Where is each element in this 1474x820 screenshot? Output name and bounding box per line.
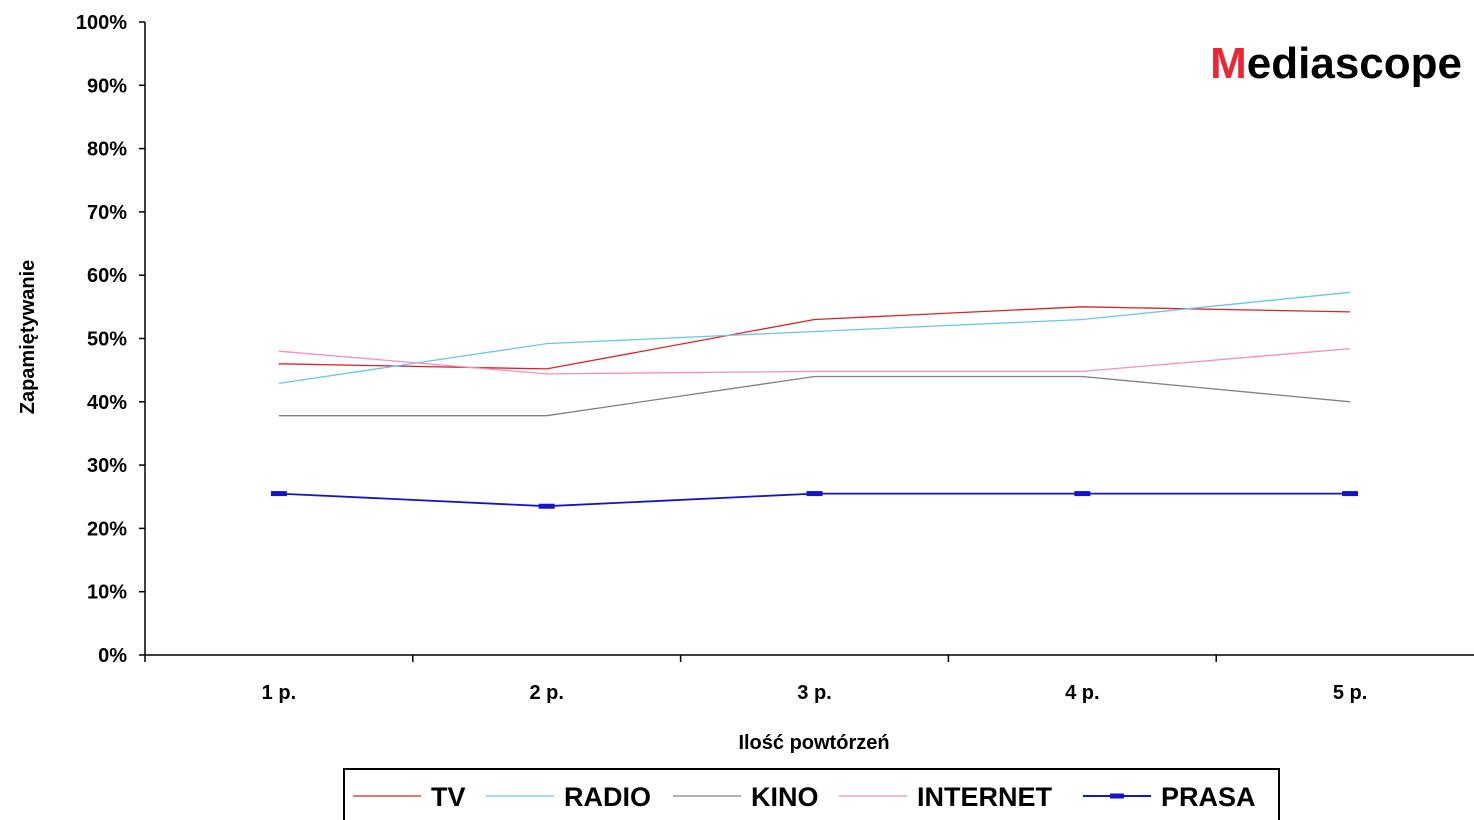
legend-label: KINO bbox=[751, 782, 819, 812]
x-tick-label: 5 p. bbox=[1333, 682, 1367, 704]
x-tick-label: 3 p. bbox=[797, 682, 831, 704]
legend-item-tv: TV bbox=[353, 782, 466, 812]
series-line-radio bbox=[278, 291, 1351, 385]
y-tick-label: 50% bbox=[87, 329, 127, 351]
x-tick-label: 1 p. bbox=[262, 682, 296, 704]
y-tick-label: 0% bbox=[98, 645, 127, 667]
data-point-prasa bbox=[1074, 491, 1091, 497]
brand-logo: Mediascope bbox=[1210, 39, 1462, 88]
y-tick-labels: 0% 10% 20% 30% 40% 50% 60% 70% 80% 90% 100% bbox=[76, 12, 127, 667]
series-line-tv bbox=[278, 306, 1351, 370]
data-point-prasa bbox=[806, 491, 823, 497]
brand-initial: M bbox=[1210, 39, 1247, 88]
y-tick-label: 40% bbox=[87, 392, 127, 414]
series-line-kino bbox=[278, 375, 1351, 417]
y-tick-label: 70% bbox=[87, 202, 127, 224]
legend-label: RADIO bbox=[564, 782, 651, 812]
series-kino bbox=[278, 375, 1351, 417]
y-axis-title: Zapamiętywanie bbox=[17, 260, 39, 415]
x-tick-label: 2 p. bbox=[529, 682, 563, 704]
axes bbox=[139, 21, 1474, 662]
legend-item-kino: KINO bbox=[673, 782, 819, 812]
series-layer bbox=[270, 291, 1359, 509]
series-tv bbox=[278, 306, 1351, 370]
legend-item-internet: INTERNET bbox=[839, 782, 1053, 812]
series-line-internet bbox=[278, 347, 1351, 375]
x-tick-labels: 1 p. 2 p. 3 p. 4 p. 5 p. bbox=[262, 682, 1368, 704]
series-internet bbox=[278, 347, 1351, 375]
series-radio bbox=[278, 291, 1351, 385]
y-tick-label: 90% bbox=[87, 75, 127, 97]
legend: TV RADIO KINO INTERNET PRASA bbox=[343, 768, 1280, 820]
y-tick-label: 100% bbox=[76, 12, 127, 34]
y-tick-label: 60% bbox=[87, 265, 127, 287]
x-axis-title: Ilość powtórzeń bbox=[738, 732, 889, 754]
data-point-prasa bbox=[538, 503, 555, 509]
legend-label: TV bbox=[431, 782, 466, 812]
legend-label: INTERNET bbox=[917, 782, 1053, 812]
series-prasa bbox=[270, 491, 1359, 509]
legend-item-prasa: PRASA bbox=[1083, 782, 1256, 812]
legend-item-radio: RADIO bbox=[486, 782, 651, 812]
brand-rest: ediascope bbox=[1247, 39, 1462, 88]
y-tick-label: 10% bbox=[87, 582, 127, 604]
x-tick-label: 4 p. bbox=[1065, 682, 1099, 704]
y-tick-label: 30% bbox=[87, 455, 127, 477]
legend-marker bbox=[1110, 793, 1124, 799]
y-tick-label: 80% bbox=[87, 139, 127, 161]
data-point-prasa bbox=[1342, 491, 1359, 497]
legend-label: PRASA bbox=[1161, 782, 1256, 812]
data-point-prasa bbox=[270, 491, 287, 497]
y-tick-label: 20% bbox=[87, 518, 127, 540]
